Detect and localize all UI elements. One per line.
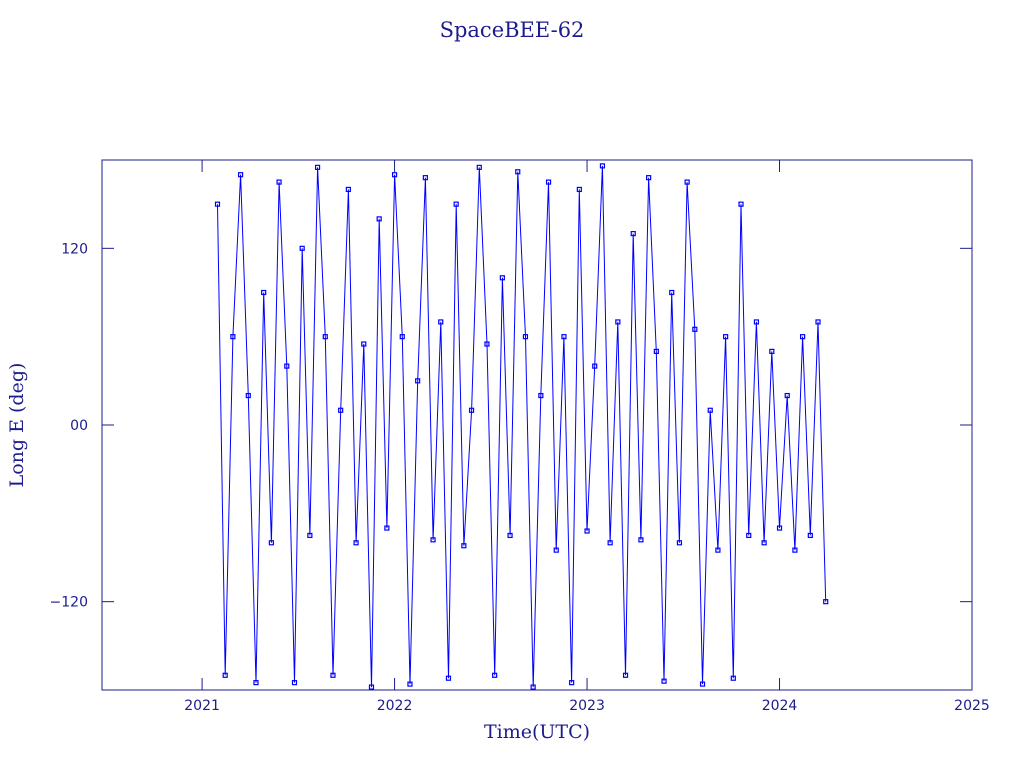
data-point [776,525,783,531]
data-point [800,334,806,340]
data-point [538,392,544,399]
data-point [445,675,452,681]
data-point [237,172,244,178]
data-point [453,201,459,207]
data-point [507,532,513,539]
data-point [276,179,282,185]
data-point [422,175,428,181]
data-point [368,684,375,690]
data-point [807,532,813,539]
data-point [746,532,752,539]
x-tick-label: 2022 [377,698,413,714]
data-point [576,186,582,193]
data-point [384,525,390,531]
data-point [461,543,467,549]
data-point [622,672,629,678]
data-point [291,680,298,686]
data-point [468,407,475,413]
data-point [753,319,760,325]
data-point [522,334,529,340]
x-tick-label: 2023 [569,698,605,714]
data-point [661,678,667,684]
data-point [761,540,767,546]
data-point [692,326,698,332]
data-point [415,378,421,384]
data-point [345,186,351,193]
data-point [438,319,444,325]
y-tick-label: −120 [50,595,88,611]
data-point [353,540,359,546]
x-tick-label: 2021 [184,698,220,714]
data-point [646,175,652,181]
data-point [314,164,321,170]
data-point [376,216,382,222]
data-point [545,179,552,185]
data-point [407,681,413,687]
plot-area [214,163,829,690]
data-point [676,540,683,546]
data-point [607,540,613,546]
data-point [684,179,690,185]
data-point [707,407,713,413]
chart-title: SpaceBEE-62 [440,18,585,42]
data-point [815,319,821,325]
x-axis-label: Time(UTC) [484,721,590,743]
data-point [715,547,721,553]
data-point [338,407,344,413]
data-point [738,201,744,207]
data-point [792,547,798,553]
data-point [299,245,305,251]
data-point [615,319,621,325]
data-point [261,289,267,296]
data-point [769,348,775,354]
data-point [653,348,659,354]
data-point [484,341,490,347]
data-point [253,680,259,686]
data-point [723,334,729,340]
data-point [592,363,598,369]
data-point [599,163,606,169]
data-point [245,392,251,399]
data-point [399,334,405,340]
data-point [430,537,436,543]
data-point [823,599,829,605]
data-point [492,672,498,678]
plot-frame [101,159,973,691]
data-point [515,169,521,175]
data-point [784,392,790,399]
y-axis-label: Long E (deg) [6,363,28,488]
data-point [284,363,290,369]
data-point [561,334,567,340]
data-point [569,680,575,686]
data-point [638,537,644,543]
y-tick-label: 00 [70,418,88,434]
data-point [214,201,221,207]
x-tick-label: 2024 [762,698,798,714]
data-point [230,334,236,340]
data-point [330,672,336,678]
y-tick-label: 120 [61,241,88,257]
x-tick-label: 2025 [954,698,990,714]
data-point [669,289,675,296]
data-point [307,532,313,539]
data-line [217,165,827,688]
data-point [361,341,367,347]
data-point [553,547,559,553]
data-point [476,164,482,170]
data-point [391,172,398,178]
data-point [699,681,706,687]
data-point [584,528,590,534]
data-point [730,675,736,681]
data-point [630,231,636,237]
data-point [322,334,328,340]
data-point [222,672,228,678]
data-point [530,684,536,690]
data-point [499,275,505,281]
data-point [268,540,274,546]
